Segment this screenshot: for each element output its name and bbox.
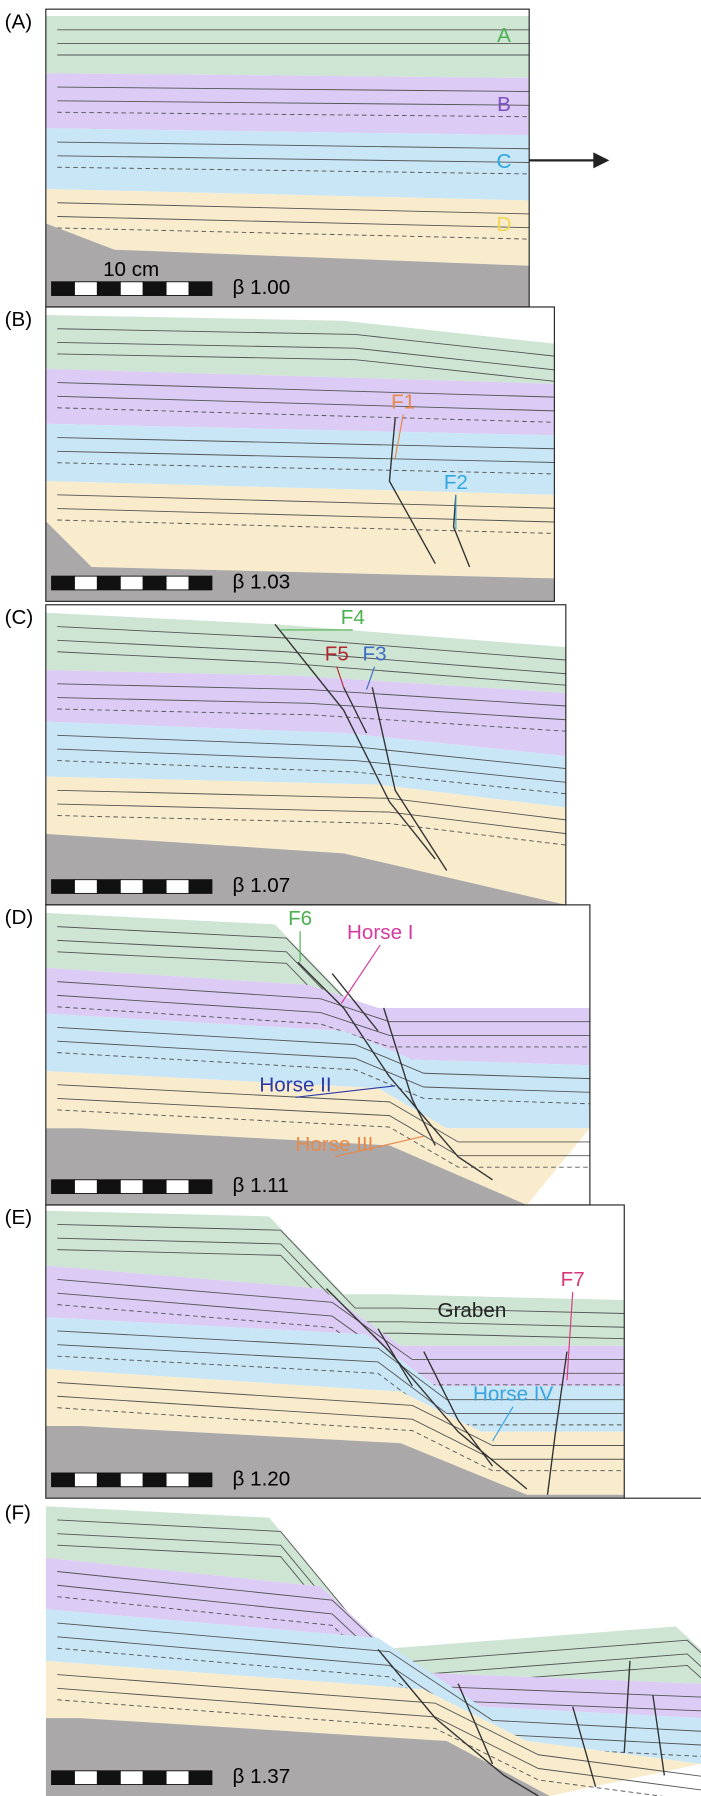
scale-segment <box>74 1771 97 1785</box>
scale-segment <box>143 1180 166 1194</box>
scale-segment <box>189 1771 212 1785</box>
scale-segment <box>120 576 143 590</box>
panel <box>46 315 566 601</box>
figure: (A) β 1.00 10 cm A B C D (B) β 1.03 F1 F2 (C) β 1.07… <box>0 0 701 1796</box>
panel-label: (B) <box>5 308 32 331</box>
scale-segment <box>166 576 189 590</box>
scale-segment <box>74 880 97 894</box>
panel-label: (D) <box>5 906 34 929</box>
annotation: F2 <box>444 471 468 494</box>
scale-segment <box>120 282 143 296</box>
layer <box>46 16 529 78</box>
scale-segment <box>74 1473 97 1487</box>
annotation: F1 <box>391 391 415 414</box>
annotation: B <box>497 93 511 116</box>
scale-segment <box>166 880 189 894</box>
annotation: A <box>497 24 511 47</box>
scale-segment <box>97 576 120 590</box>
scale-segment <box>143 1473 166 1487</box>
beta-label: β 1.03 <box>233 570 291 593</box>
scale-segment <box>74 576 97 590</box>
layer <box>46 128 529 200</box>
scale-segment <box>143 880 166 894</box>
scale-segment <box>189 1180 212 1194</box>
panel-label: (C) <box>5 606 34 629</box>
scale-segment <box>120 880 143 894</box>
scale-segment <box>97 1771 120 1785</box>
annotation: F3 <box>363 643 387 666</box>
scale-segment <box>97 1180 120 1194</box>
scale-segment <box>52 1473 75 1487</box>
annotation: Horse III <box>296 1133 374 1156</box>
annotation: D <box>497 213 512 236</box>
beta-label: β 1.20 <box>233 1467 291 1490</box>
scale-segment <box>52 282 75 296</box>
scale-segment <box>52 576 75 590</box>
scale-segment <box>166 1771 189 1785</box>
beta-label: β 1.37 <box>233 1765 291 1788</box>
panel-label: (E) <box>5 1206 32 1229</box>
layer <box>46 481 555 578</box>
scale-segment <box>97 282 120 296</box>
scale-segment <box>143 576 166 590</box>
scale-segment <box>189 576 212 590</box>
scale-segment <box>52 1771 75 1785</box>
scale-segment <box>189 282 212 296</box>
scale-segment <box>74 282 97 296</box>
panel <box>46 1506 701 1796</box>
scale-segment <box>52 880 75 894</box>
scale-segment <box>97 880 120 894</box>
panel <box>46 613 577 905</box>
scale-segment <box>143 1771 166 1785</box>
scale-segment <box>189 1473 212 1487</box>
beta-label: β 1.07 <box>233 874 291 897</box>
scale-segment <box>166 282 189 296</box>
annotation: F4 <box>341 606 365 629</box>
scale-segment <box>120 1771 143 1785</box>
arrow-head <box>593 152 609 168</box>
annotation: Horse IV <box>473 1383 553 1406</box>
annotation: Horse I <box>347 921 413 944</box>
panel-label: (F) <box>5 1502 31 1525</box>
scale-segment <box>143 282 166 296</box>
panel <box>46 913 602 1205</box>
scale-segment <box>166 1180 189 1194</box>
annotation: C <box>497 150 512 173</box>
scale-segment <box>97 1473 120 1487</box>
scale-segment <box>120 1180 143 1194</box>
annotation: Horse II <box>259 1073 331 1096</box>
scale-segment <box>120 1473 143 1487</box>
panel-label: (A) <box>5 10 32 33</box>
leader-line <box>341 945 380 1003</box>
annotation: F5 <box>325 643 349 666</box>
scale-label: 10 cm <box>103 258 159 281</box>
annotation: F7 <box>561 1268 585 1291</box>
scale-segment <box>189 880 212 894</box>
beta-label: β 1.00 <box>233 276 291 299</box>
annotation: F6 <box>288 907 312 930</box>
annotation: Graben <box>438 1299 507 1322</box>
scale-segment <box>74 1180 97 1194</box>
scale-segment <box>166 1473 189 1487</box>
panel <box>46 1211 636 1498</box>
beta-label: β 1.11 <box>233 1174 289 1197</box>
scale-segment <box>52 1180 75 1194</box>
